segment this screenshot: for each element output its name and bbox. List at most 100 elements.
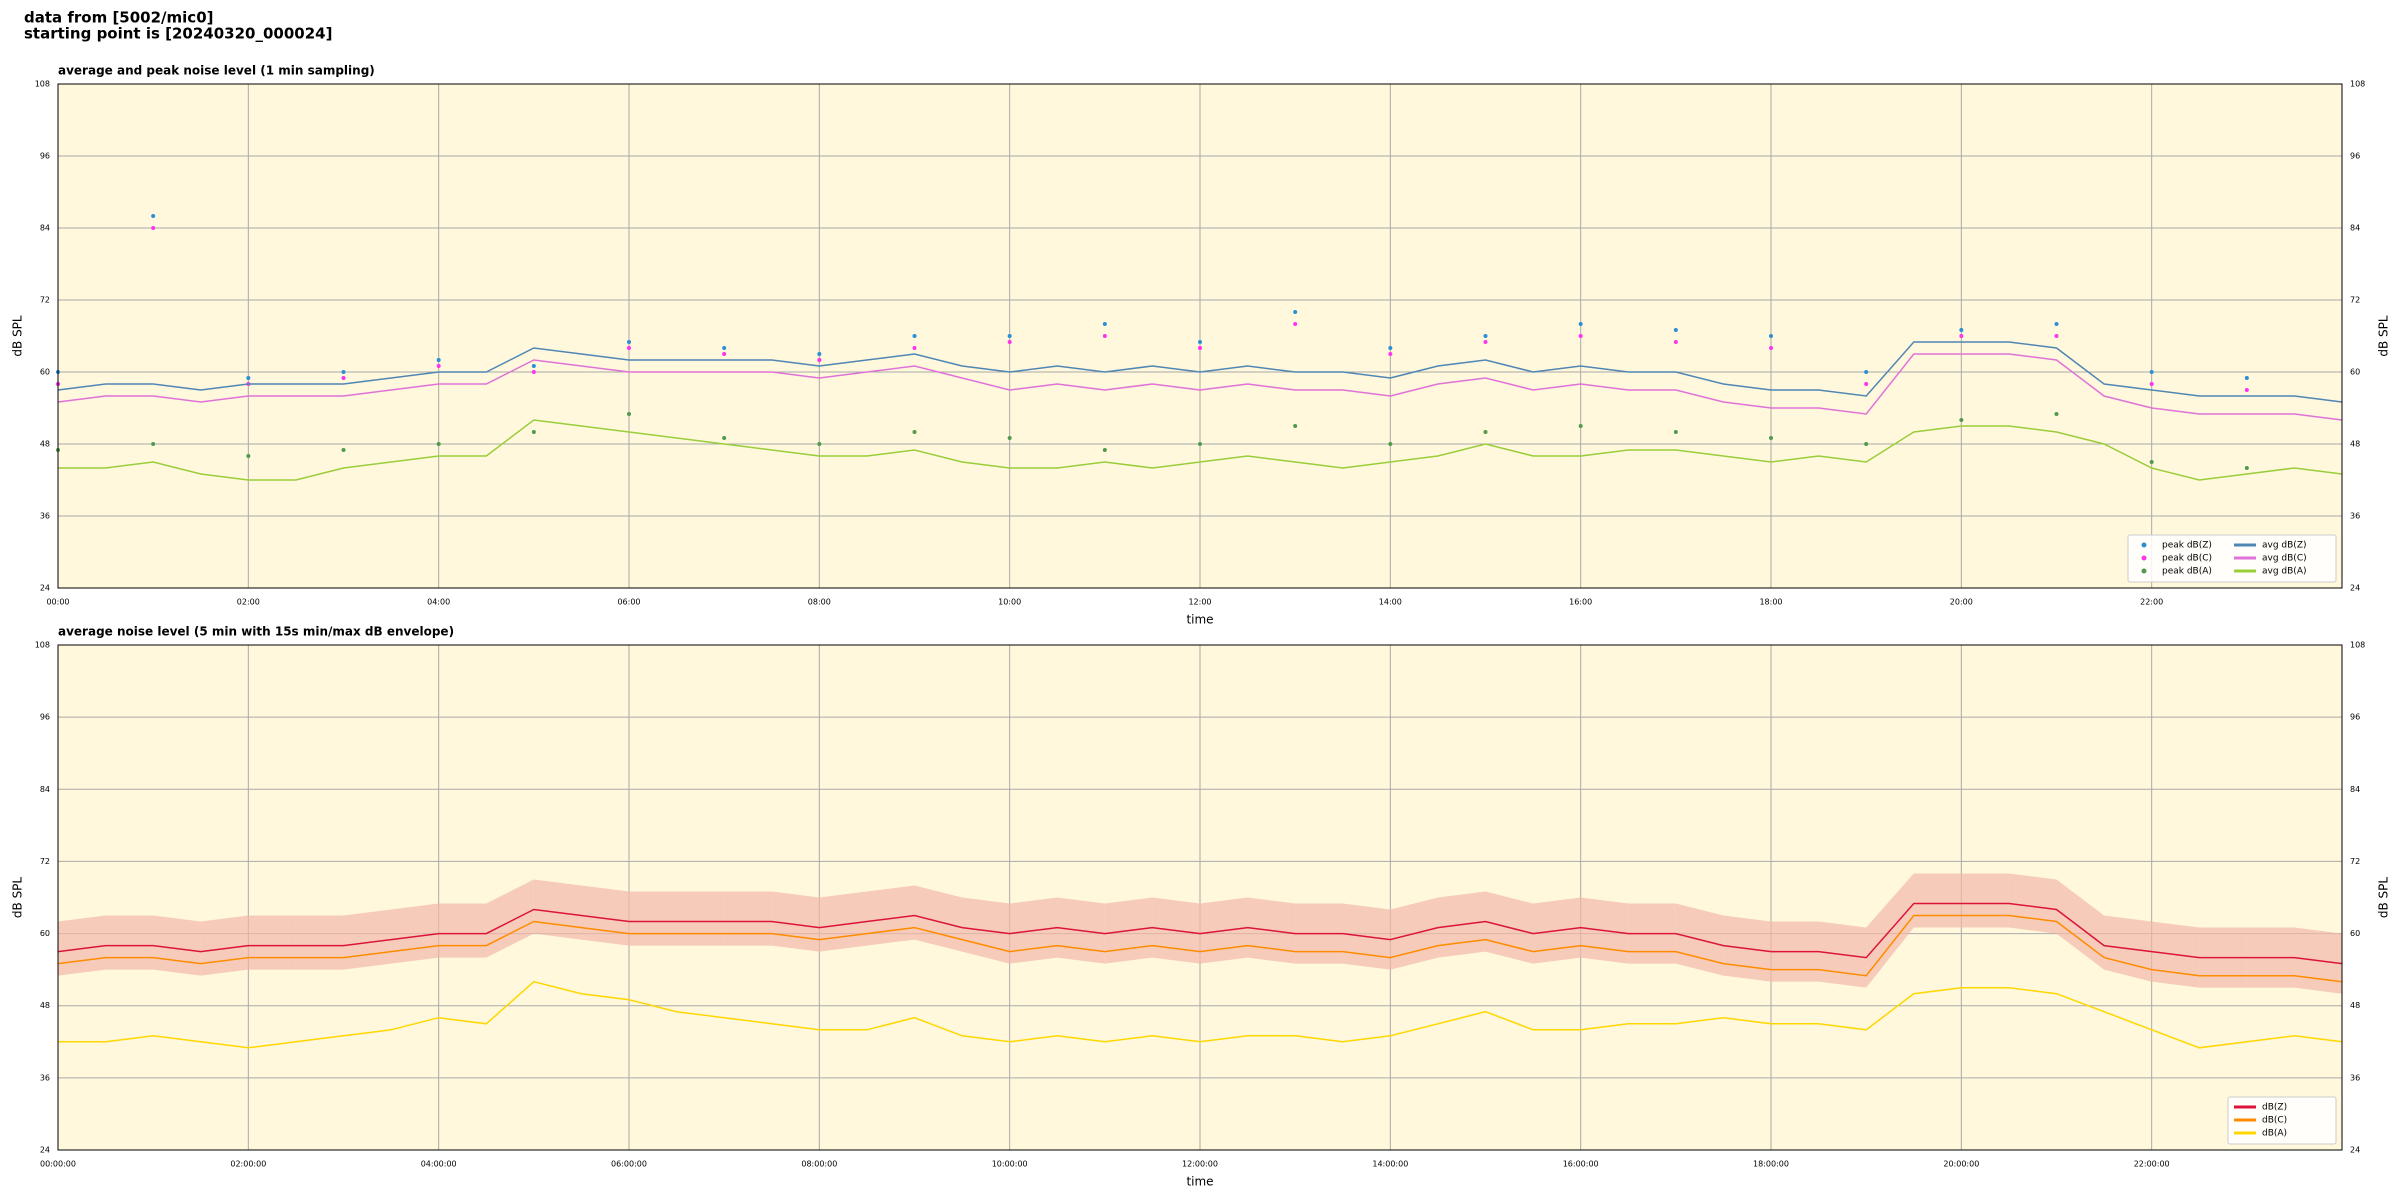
envelope: [866, 885, 915, 946]
y2-tick-label: 48: [2350, 440, 2360, 449]
peak-dot: [1198, 346, 1202, 350]
envelope: [629, 891, 677, 946]
envelope: [58, 915, 106, 976]
envelope: [438, 903, 487, 958]
envelope: [486, 879, 534, 958]
peak-dot: [151, 442, 156, 446]
peak-dot: [1388, 442, 1393, 446]
y-tick-label: 48: [40, 440, 50, 449]
y-tick-label: 108: [35, 80, 50, 89]
envelope: [295, 915, 344, 970]
x-tick-label: 12:00:00: [1182, 1160, 1218, 1169]
envelope: [343, 909, 392, 970]
peak-dot: [817, 358, 822, 362]
peak-dot: [1007, 436, 1012, 440]
y2-axis-label: dB SPL: [2377, 315, 2391, 357]
legend-marker: [2141, 555, 2147, 561]
peak-dot: [1007, 334, 1012, 338]
y2-tick-label: 60: [2350, 929, 2360, 938]
x-tick-label: 10:00:00: [992, 1160, 1028, 1169]
plot-frame: [57, 644, 2343, 1151]
y-tick-label: 24: [40, 584, 50, 593]
peak-dot: [1102, 322, 1107, 326]
legend-label: peak dB(Z): [2162, 541, 2212, 551]
chart-title: average noise level (5 min with 15s min/…: [58, 625, 454, 639]
y2-tick-label: 60: [2350, 368, 2360, 377]
envelope: [200, 915, 249, 976]
peak-dot: [1959, 328, 1964, 332]
y2-tick-label: 24: [2350, 1146, 2360, 1155]
y-tick-label: 84: [40, 224, 50, 233]
x-axis-label: time: [1186, 613, 1213, 627]
peak-dot: [1864, 442, 1869, 446]
envelope: [105, 915, 154, 970]
x-tick-label: 04:00:00: [421, 1160, 457, 1169]
peak-dot: [2149, 460, 2154, 464]
legend-marker: [2141, 542, 2147, 548]
y2-tick-label: 96: [2350, 152, 2360, 161]
peak-dot: [1864, 382, 1869, 386]
y2-tick-label: 24: [2350, 584, 2360, 593]
envelope: [2008, 873, 2057, 934]
y-tick-label: 36: [40, 512, 50, 521]
peak-dot: [1102, 448, 1107, 452]
peak-dot: [1007, 340, 1012, 344]
envelope: [248, 915, 296, 970]
y-tick-label: 60: [40, 368, 50, 377]
x-tick-label: 08:00:00: [801, 1160, 837, 1169]
peak-dot: [2149, 370, 2154, 374]
peak-dot: [1102, 334, 1107, 338]
x-tick-label: 08:00: [808, 598, 831, 607]
peak-dot: [1293, 310, 1298, 314]
y2-tick-label: 72: [2350, 857, 2360, 866]
envelope: [819, 891, 867, 952]
peak-dot: [1293, 424, 1298, 428]
peak-dot: [2244, 466, 2249, 470]
y-tick-label: 96: [40, 713, 50, 722]
x-axis-label: time: [1186, 1175, 1213, 1189]
y2-tick-label: 36: [2350, 512, 2360, 521]
peak-dot: [341, 370, 346, 374]
chart-title: average and peak noise level (1 min samp…: [58, 64, 375, 78]
x-tick-label: 10:00: [998, 598, 1021, 607]
peak-dot: [1198, 442, 1202, 446]
peak-dot: [1388, 346, 1393, 350]
envelope: [391, 903, 439, 964]
peak-dot: [436, 364, 441, 368]
peak-dot: [246, 454, 251, 458]
peak-dot: [722, 352, 727, 356]
x-tick-label: 18:00: [1759, 598, 1782, 607]
peak-dot: [817, 442, 822, 446]
x-tick-label: 14:00:00: [1372, 1160, 1408, 1169]
header-line: data from [5002/mic0]: [24, 9, 214, 27]
peak-dot: [436, 358, 441, 362]
peak-dot: [1864, 370, 1869, 374]
peak-dot: [627, 340, 631, 344]
y-tick-label: 72: [40, 857, 50, 866]
peak-dot: [531, 430, 536, 434]
series-line: [58, 980, 2343, 1049]
peak-dot: [2244, 376, 2249, 380]
y2-tick-label: 36: [2350, 1073, 2360, 1082]
peak-dot: [246, 376, 251, 380]
peak-dot: [1769, 346, 1773, 350]
peak-dot: [912, 334, 917, 338]
plot-frame: [57, 83, 2343, 589]
chart: average and peak noise level (1 min samp…: [11, 64, 2391, 627]
peak-dot: [1769, 334, 1773, 338]
y2-tick-label: 108: [2350, 641, 2365, 650]
legend-label: avg dB(C): [2262, 554, 2307, 564]
y2-tick-label: 72: [2350, 296, 2360, 305]
envelope: [533, 879, 582, 940]
x-tick-label: 06:00:00: [611, 1160, 647, 1169]
x-tick-label: 00:00: [46, 598, 69, 607]
y2-tick-label: 48: [2350, 1001, 2360, 1010]
peak-dot: [722, 346, 727, 350]
peak-dot: [1578, 322, 1583, 326]
peak-dot: [1483, 430, 1488, 434]
envelope: [771, 891, 820, 952]
series-line: [57, 914, 2343, 983]
y2-tick-label: 108: [2350, 80, 2365, 89]
legend-label: dB(Z): [2262, 1103, 2287, 1113]
